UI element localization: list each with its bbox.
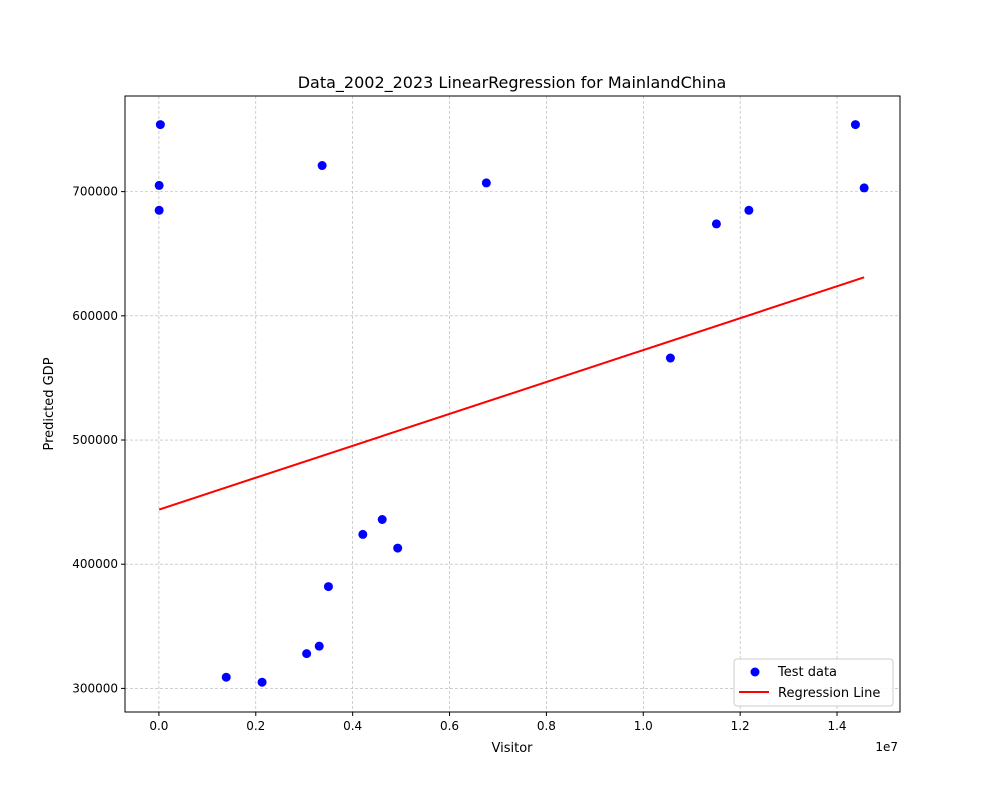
legend-label-test-data: Test data <box>777 665 837 680</box>
x-axis-label: Visitor <box>492 741 534 756</box>
test-data-point <box>393 543 403 553</box>
y-tick-label: 700000 <box>72 185 118 199</box>
legend-scatter-marker <box>750 667 760 677</box>
x-tick-label: 0.0 <box>149 719 168 733</box>
test-data-point <box>859 183 869 193</box>
test-data-point <box>711 219 721 229</box>
points-layer <box>154 120 869 687</box>
test-data-point <box>665 353 675 363</box>
test-data-point <box>317 161 327 171</box>
legend-label-regression-line: Regression Line <box>778 686 880 701</box>
y-axis-label: Predicted GDP <box>42 357 57 450</box>
y-tick-label: 600000 <box>72 309 118 323</box>
y-tick-label: 500000 <box>72 433 118 447</box>
x-tick-label: 0.8 <box>537 719 556 733</box>
y-axis-ticks: 300000 400000 500000 600000 700000 <box>72 185 125 695</box>
plot-frame <box>124 95 901 713</box>
test-data-point <box>744 205 754 215</box>
x-tick-label: 0.2 <box>246 719 265 733</box>
y-tick-label: 300000 <box>72 681 118 695</box>
x-tick-label: 0.6 <box>440 719 459 733</box>
regression-line <box>158 276 865 511</box>
legend: Test data Regression Line <box>733 658 894 707</box>
test-data-point <box>154 205 164 215</box>
x-axis-ticks: 0.0 0.2 0.4 0.6 0.8 1.0 1.2 1.4 <box>149 712 847 733</box>
test-data-point <box>154 180 164 190</box>
test-data-point <box>377 515 387 524</box>
y-tick-label: 400000 <box>72 557 118 571</box>
test-data-point <box>358 529 368 539</box>
x-tick-label: 1.0 <box>634 719 653 733</box>
regression-layer <box>158 276 865 511</box>
x-tick-label: 0.4 <box>343 719 362 733</box>
test-data-point <box>221 672 231 682</box>
chart-title: Data_2002_2023 LinearRegression for Main… <box>298 73 727 93</box>
test-data-point <box>323 582 333 592</box>
test-data-point <box>302 649 312 659</box>
test-data-point <box>481 178 491 188</box>
test-data-point <box>257 677 267 687</box>
x-tick-label: 1.4 <box>827 719 846 733</box>
grid-layer <box>125 96 900 712</box>
x-tick-label: 1.2 <box>731 719 750 733</box>
x-axis-offset-label: 1e7 <box>875 740 898 754</box>
test-data-point <box>850 120 860 130</box>
test-data-point <box>314 641 324 651</box>
test-data-point <box>155 120 165 130</box>
legend-box <box>733 658 894 707</box>
